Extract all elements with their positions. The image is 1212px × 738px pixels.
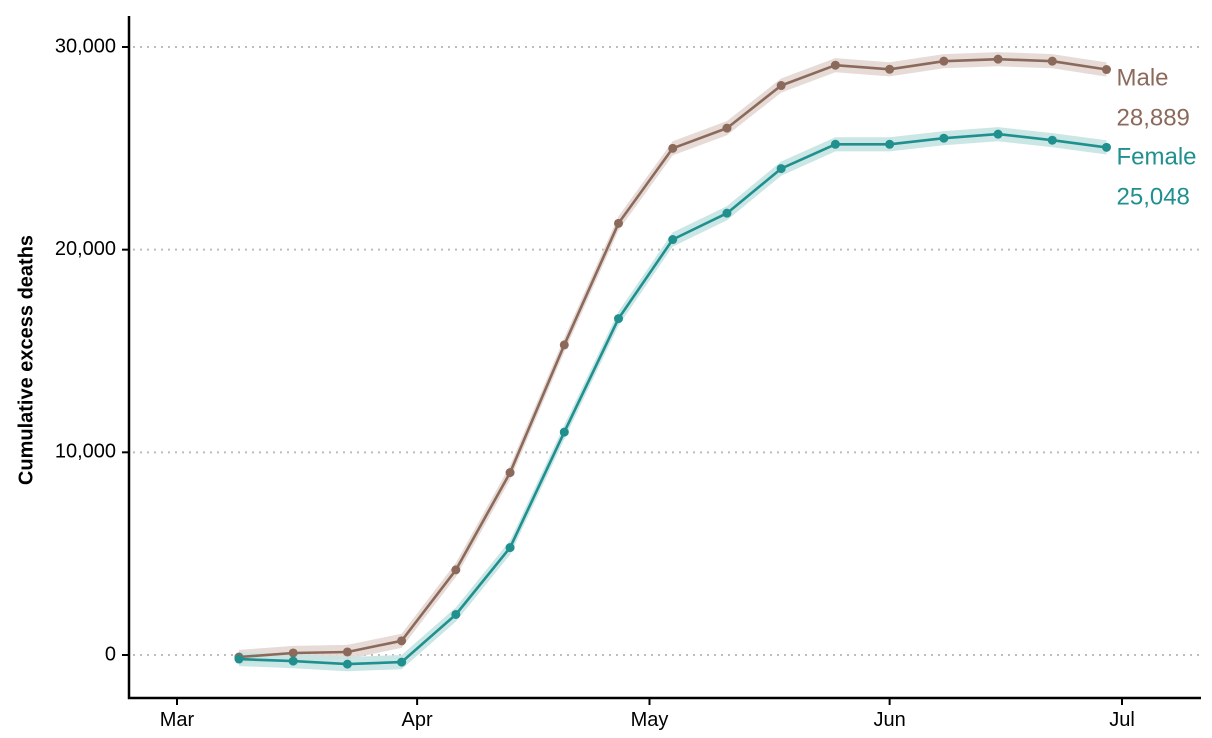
female-series-name-label: Female (1117, 143, 1197, 170)
y-tick-label-10000: 10,000 (55, 441, 116, 463)
x-tick-label-apr: Apr (402, 709, 433, 731)
male-point-2020-06-29 (1102, 65, 1112, 75)
female-point-2020-05-11 (722, 208, 732, 218)
female-point-2020-03-16 (288, 656, 298, 666)
male-point-2020-03-23 (342, 647, 352, 657)
female-confidence-band (239, 127, 1107, 672)
male-point-2020-05-25 (830, 60, 840, 70)
series-points (234, 54, 1112, 669)
male-point-2020-03-30 (397, 636, 407, 646)
female-point-2020-06-22 (1047, 135, 1057, 145)
x-tick-label-mar: Mar (160, 709, 195, 731)
x-tick-label-may: May (631, 709, 669, 731)
x-tick-label-jul: Jul (1109, 709, 1135, 731)
male-series-value-label: 28,889 (1117, 104, 1190, 131)
female-point-2020-04-06 (451, 609, 461, 619)
female-point-2020-06-08 (939, 133, 949, 143)
female-point-2020-05-18 (776, 164, 786, 174)
y-tick-label-20000: 20,000 (55, 238, 116, 260)
female-series-line (238, 132, 1107, 666)
male-point-2020-06-01 (885, 64, 895, 74)
female-point-2020-03-30 (397, 657, 407, 667)
male-point-2020-05-11 (722, 123, 732, 133)
male-point-2020-04-27 (614, 218, 624, 228)
male-point-2020-04-20 (559, 340, 569, 350)
female-point-2020-03-23 (342, 659, 352, 669)
female-point-2020-06-15 (993, 129, 1003, 139)
female-point-2020-06-29 (1102, 142, 1112, 152)
female-point-2020-05-04 (668, 235, 678, 245)
male-point-2020-06-15 (993, 54, 1003, 64)
x-tick-label-jun: Jun (873, 709, 905, 731)
male-point-2020-06-22 (1047, 56, 1057, 66)
male-point-2020-05-04 (668, 143, 678, 153)
female-point-2020-06-01 (885, 139, 895, 149)
male-point-2020-04-06 (451, 565, 461, 575)
axis-lines (127, 16, 1201, 700)
male-point-2020-05-18 (776, 81, 786, 91)
female-point-2020-03-09 (234, 654, 244, 664)
male-point-2020-04-13 (505, 468, 515, 478)
series-end-labels: Male 28,889 Female 25,048 (1117, 64, 1197, 210)
female-point-2020-04-13 (505, 543, 515, 553)
y-tick-label-30000: 30,000 (55, 35, 116, 57)
female-point-2020-04-20 (559, 427, 569, 437)
female-point-2020-04-27 (614, 314, 624, 324)
female-point-2020-05-25 (830, 139, 840, 149)
male-series-name-label: Male (1117, 64, 1169, 91)
female-series-value-label: 25,048 (1117, 183, 1190, 210)
axes (127, 16, 1201, 700)
male-point-2020-06-08 (939, 56, 949, 66)
male-point-2020-03-16 (288, 648, 298, 658)
y-axis-title: Cumulative excess deaths (15, 235, 37, 485)
y-tick-label-0: 0 (105, 643, 116, 665)
tick-labels: 0 10,000 20,000 30,000 Mar Apr May Jun Jul (55, 35, 1135, 731)
